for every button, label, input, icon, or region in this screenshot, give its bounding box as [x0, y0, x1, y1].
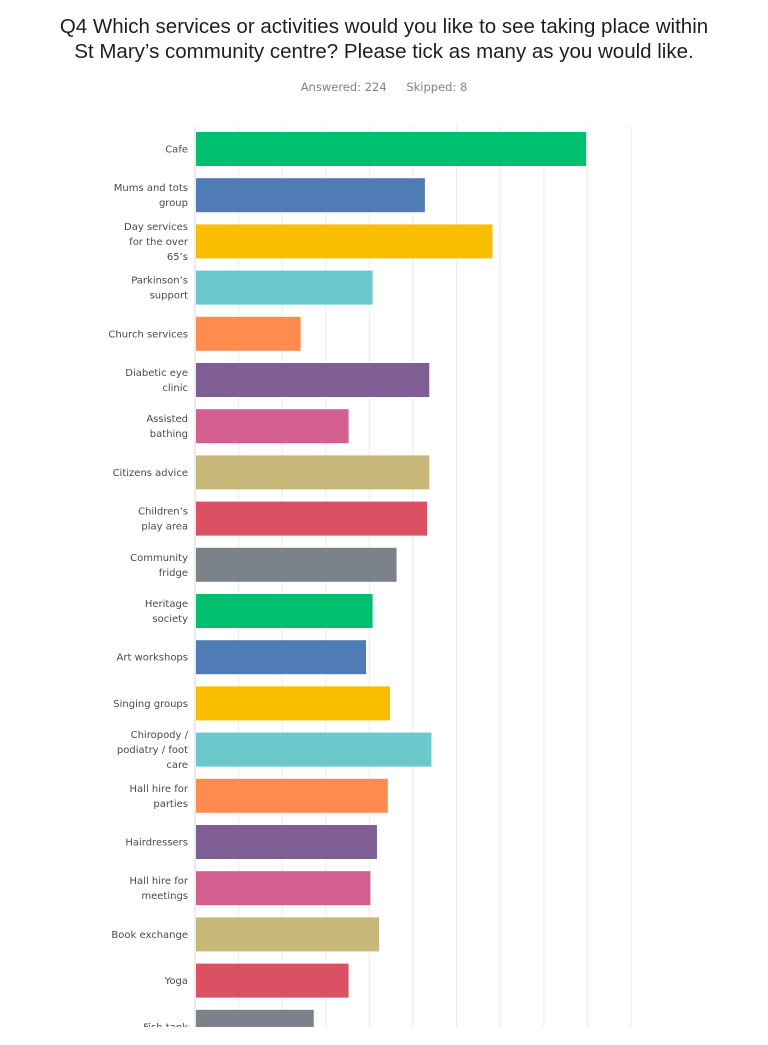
category-label: Church services	[108, 329, 188, 340]
category-label: Cafe	[165, 145, 188, 156]
bar[interactable]	[196, 640, 367, 675]
bar[interactable]	[196, 778, 388, 813]
bar[interactable]	[196, 316, 301, 351]
chart-title: Q4 Which services or activities would yo…	[0, 14, 768, 64]
category-label: Parkinson’s support	[131, 276, 188, 302]
category-label: Hairdressers	[125, 838, 188, 849]
category-label: Singing groups	[113, 699, 188, 710]
bar[interactable]	[196, 224, 493, 259]
category-label: Yoga	[164, 976, 188, 987]
bar[interactable]	[196, 547, 397, 582]
category-label: Mums and tots group	[114, 183, 188, 209]
category-label: Citizens advice	[113, 468, 188, 479]
bar[interactable]	[196, 825, 377, 859]
category-label: Fish tank	[143, 1022, 188, 1033]
category-label: Chiropody / podiatry / foot care	[117, 730, 189, 771]
bar[interactable]	[196, 132, 587, 166]
category-label: Heritage society	[145, 599, 188, 625]
bar[interactable]	[196, 686, 391, 721]
category-label: Art workshops	[117, 653, 188, 664]
category-label: Community fridge	[130, 553, 188, 579]
answered-count: Answered: 224	[300, 80, 387, 94]
category-label: Day services for the over 65’s	[124, 222, 189, 263]
bar[interactable]	[196, 594, 373, 628]
category-label: Hall hire for parties	[130, 784, 189, 810]
chart-title-line-2: St Mary’s community centre? Please tick …	[74, 40, 694, 63]
bar[interactable]	[196, 363, 430, 397]
category-label: Diabetic eye clinic	[125, 368, 188, 394]
bar[interactable]	[196, 871, 371, 906]
bar[interactable]	[196, 732, 432, 767]
category-label: Children’s play area	[138, 507, 188, 533]
bar[interactable]	[196, 501, 428, 536]
category-label: Book exchange	[111, 930, 188, 941]
response-stats: Answered: 224 Skipped: 8	[0, 80, 768, 94]
category-label: Assisted bathing	[146, 414, 188, 440]
bar[interactable]	[196, 917, 380, 952]
bar[interactable]	[196, 409, 349, 444]
category-label: Hall hire for meetings	[130, 876, 189, 902]
skipped-count: Skipped: 8	[406, 80, 468, 94]
bar[interactable]	[196, 963, 349, 998]
bar[interactable]	[196, 1009, 314, 1044]
bar[interactable]	[196, 270, 373, 305]
chart-title-line-1: Q4 Which services or activities would yo…	[59, 15, 709, 38]
bar[interactable]	[196, 178, 425, 213]
bar[interactable]	[196, 455, 430, 490]
